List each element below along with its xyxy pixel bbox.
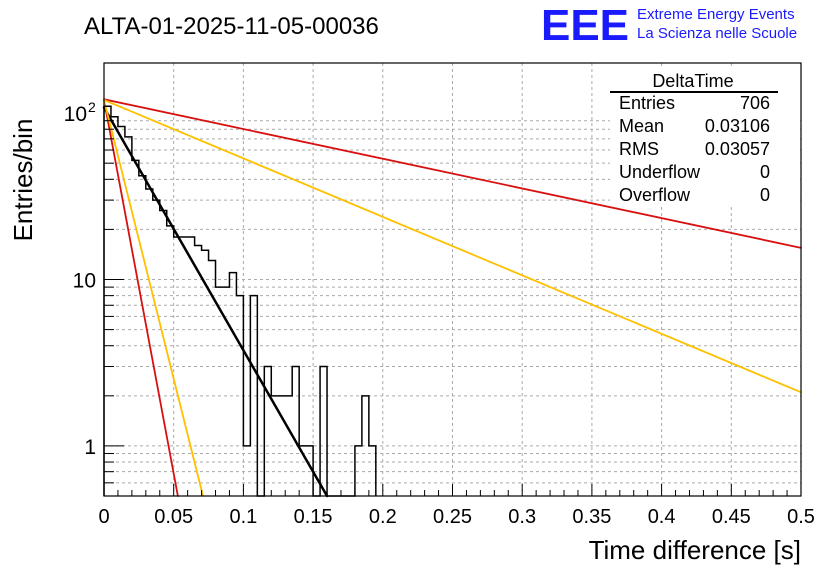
stats-box-title: DeltaTime: [652, 71, 733, 91]
stats-label: Mean: [619, 116, 664, 136]
y-tick-exponent: 2: [88, 99, 96, 115]
stats-value: 0: [760, 162, 770, 182]
y-tick-label: 10: [64, 103, 87, 126]
x-tick-label: 0.45: [712, 506, 751, 528]
stats-label: Entries: [619, 93, 675, 113]
x-axis-label: Time difference [s]: [589, 535, 801, 565]
stats-value: 0.03106: [705, 116, 770, 136]
stats-label: Overflow: [619, 185, 691, 205]
stats-value: 706: [740, 93, 770, 113]
eee-logo-line2: La Scienza nelle Scuole: [637, 25, 797, 42]
stats-box-rows: Entries 706 Mean 0.03106 RMS 0.03057Underflow…: [619, 93, 770, 205]
x-tick-label: 0.1: [229, 506, 257, 528]
y-axis-label: Entries/bin: [8, 119, 38, 242]
stats-value: 0.03057: [705, 139, 770, 159]
histogram-outline: [103, 105, 377, 497]
fit-curves: [102, 98, 802, 498]
stats-label: Underflow: [619, 162, 701, 182]
stats-box-bg: [610, 67, 798, 205]
x-tick-label: 0.3: [508, 506, 536, 528]
eee-logo: EEE Extreme Energy Events La Scienza nel…: [541, 1, 797, 50]
fit-line-orange-shallow: [103, 99, 802, 394]
fit-line-orange-steep: [103, 99, 204, 497]
y-tick-label: 10: [73, 270, 96, 293]
fit-line-fit: [102, 106, 329, 498]
x-tick-label: 0.35: [572, 506, 611, 528]
eee-logo-mark: EEE: [541, 1, 629, 50]
x-tick-label: 0.05: [154, 506, 193, 528]
x-tick-label: 0.25: [433, 506, 472, 528]
x-tick-label: 0.15: [294, 506, 333, 528]
stats-box: DeltaTime Entries 706 Mean 0.03106 RMS 0.0305…: [610, 67, 798, 205]
x-tick-label: 0.2: [369, 506, 397, 528]
stats-value: 0: [760, 185, 770, 205]
x-tick-label: 0: [98, 506, 109, 528]
x-tick-label: 0.5: [787, 506, 815, 528]
x-tick-label: 0.4: [648, 506, 676, 528]
fit-line-red-steep: [103, 99, 179, 497]
fit-line-red-shallow: [103, 98, 802, 249]
grid: [104, 63, 801, 497]
stats-label: RMS: [619, 139, 659, 159]
chart-title: ALTA-01-2025-11-05-00036: [84, 13, 379, 40]
y-tick-label: 1: [84, 436, 96, 459]
eee-logo-line1: Extreme Energy Events: [637, 6, 795, 23]
x-axis-ticks: 0 0.05 0.1 0.15 0.2 0.25 0.3 0.35 0.4 0.45 0.5: [98, 484, 815, 528]
